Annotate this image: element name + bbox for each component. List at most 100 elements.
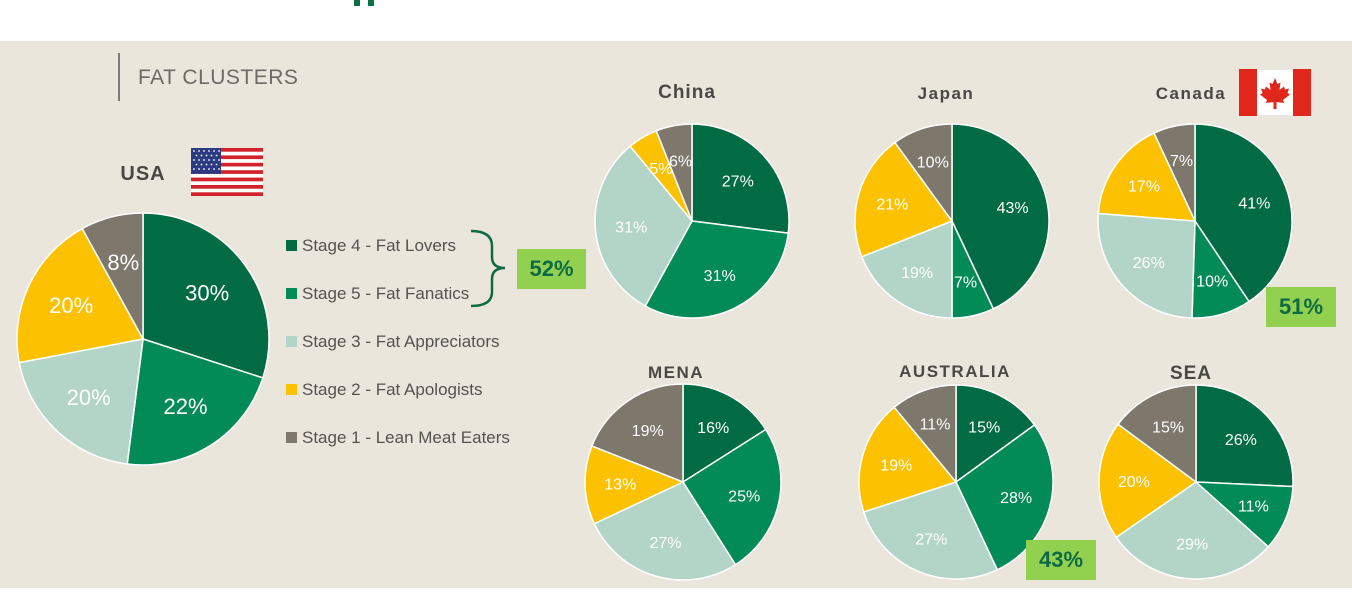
china-pie-chart: 27% 31% 31% 5%6% China <box>594 82 790 319</box>
china-label-stage4: 27% <box>722 173 754 190</box>
china-slice-stage1 <box>655 123 693 222</box>
australia-slice-stage3 <box>862 481 999 580</box>
canada-slice-stage3 <box>1097 212 1196 319</box>
usa-label-stage5: 22% <box>163 394 207 419</box>
canada-label-stage3: 26% <box>1133 255 1165 272</box>
sea-slice-stage3 <box>1115 481 1270 580</box>
legend-item-stage4: Stage 4 - Fat Lovers <box>286 236 456 256</box>
mena-label-stage1: 19% <box>632 423 664 440</box>
china-slice-stage5 <box>644 220 790 319</box>
usa-chart-title: USA <box>120 163 165 185</box>
legend-swatch-stage1 <box>286 432 297 443</box>
australia-chart-title: AUSTRALIA <box>899 362 1011 381</box>
china-label-stage5: 31% <box>704 268 736 285</box>
legend-label-stage1: Stage 1 - Lean Meat Eaters <box>302 428 510 447</box>
mena-slice-stage4 <box>682 383 767 484</box>
australia-slice-stage1 <box>893 384 957 485</box>
canada-total-badge: 51% <box>1266 287 1336 327</box>
japan-slice-stage3 <box>860 219 953 319</box>
usa-slice-stage5 <box>126 338 264 466</box>
usa-total-badge: 52% <box>517 249 586 289</box>
china-label-stage3: 31% <box>615 220 647 237</box>
us-flag-icon <box>191 148 263 196</box>
sea-slice-stage5 <box>1193 481 1294 548</box>
legend-label-stage3: Stage 3 - Fat Appreciators <box>302 332 500 351</box>
japan-slice-stage1 <box>893 123 953 224</box>
sea-chart-title: SEA <box>1170 363 1212 384</box>
japan-chart-title: Japan <box>918 84 975 103</box>
section-title: FAT CLUSTERS <box>138 66 299 89</box>
japan-label-stage1: 10% <box>917 155 949 172</box>
usa-slice-stage3 <box>18 338 144 465</box>
canada-flag-icon <box>1239 69 1311 116</box>
header-band <box>0 0 1352 41</box>
legend-item-stage2: Stage 2 - Fat Apologists <box>286 380 483 400</box>
usa-label-stage3: 20% <box>67 385 111 410</box>
canada-slice-stage1 <box>1153 123 1196 222</box>
australia-label-stage4: 15% <box>968 419 1000 436</box>
legend-label-stage4: Stage 4 - Fat Lovers <box>302 236 457 255</box>
section-divider <box>118 53 120 101</box>
legend-label-stage2: Stage 2 - Fat Apologists <box>302 380 483 399</box>
mena-chart-title: MENA <box>648 363 704 382</box>
usa-slice-stage4 <box>142 212 270 379</box>
australia-slice-stage5 <box>955 423 1054 571</box>
canada-label-stage4: 41% <box>1238 196 1270 213</box>
sea-slice-stage4 <box>1195 384 1294 488</box>
mena-slice-stage5 <box>681 428 782 566</box>
australia-slice-stage4 <box>955 384 1036 484</box>
mena-slice-stage2 <box>584 444 685 525</box>
legend-item-stage5: Stage 5 - Fat Fanatics <box>286 284 469 304</box>
china-chart-title: China <box>658 82 716 103</box>
sea-slice-stage2 <box>1098 423 1198 539</box>
legend-label-stage5: Stage 5 - Fat Fanatics <box>302 284 470 303</box>
japan-label-stage2: 21% <box>876 196 908 213</box>
mena-pie-chart: 16% 25% 27% 13% 19% MENA <box>584 363 782 581</box>
sea-slice-stage1 <box>1117 384 1197 484</box>
china-label-stage1: 6% <box>669 154 692 171</box>
legend-item-stage3: Stage 3 - Fat Appreciators <box>286 332 500 352</box>
sea-label-stage3: 29% <box>1176 537 1208 554</box>
legend-bracket <box>470 229 506 308</box>
australia-label-stage2: 19% <box>880 457 912 474</box>
canada-label-stage1: 7% <box>1170 153 1193 170</box>
australia-slice-stage2 <box>858 406 958 513</box>
japan-label-stage5: 7% <box>954 274 977 291</box>
canada-slice-stage4 <box>1194 123 1293 303</box>
legend-swatch-stage4 <box>286 240 297 251</box>
usa-pie-chart: 30% 22% 20% 20% 8% USA <box>16 163 270 466</box>
legend-swatch-stage2 <box>286 384 297 395</box>
japan-pie-chart: 43% 7% 19% 21% 10% Japan <box>854 84 1050 319</box>
mena-label-stage4: 16% <box>697 420 729 437</box>
mena-label-stage3: 27% <box>649 535 681 552</box>
legend-swatch-stage5 <box>286 288 297 299</box>
legend-swatch-stage3 <box>286 336 297 347</box>
sea-pie-chart: 26% 11% 29% 20% 15% SEA <box>1098 363 1294 580</box>
mena-slice-stage1 <box>590 383 684 484</box>
usa-slice-stage1 <box>81 212 144 340</box>
canada-slice-stage2 <box>1097 132 1197 222</box>
usa-label-stage4: 30% <box>185 280 229 305</box>
mena-label-stage5: 25% <box>728 488 760 505</box>
usa-label-stage2: 20% <box>49 293 93 318</box>
japan-label-stage4: 43% <box>997 200 1029 217</box>
sea-label-stage5: 11% <box>1238 498 1269 515</box>
canada-label-stage5: 10% <box>1196 273 1228 290</box>
australia-pie-chart: 15% 28% 27% 19% 11% AUSTRALIA <box>858 362 1054 580</box>
china-slice-stage4 <box>691 123 790 234</box>
canada-pie-chart: 41% 10% 26% 17% 7% Canada <box>1097 84 1293 319</box>
legend-item-stage1: Stage 1 - Lean Meat Eaters <box>286 428 510 448</box>
japan-label-stage3: 19% <box>901 265 933 282</box>
canada-chart-title: Canada <box>1156 84 1226 103</box>
sea-label-stage1: 15% <box>1152 419 1184 436</box>
usa-label-stage1: 8% <box>107 250 139 275</box>
mena-slice-stage3 <box>593 481 737 581</box>
footer-band <box>0 588 1352 600</box>
canada-label-stage2: 17% <box>1128 178 1160 195</box>
mena-label-stage2: 13% <box>604 477 636 494</box>
japan-slice-stage2 <box>854 141 954 258</box>
sea-label-stage4: 26% <box>1225 432 1257 449</box>
australia-label-stage1: 11% <box>920 416 951 433</box>
title-fragment-decoration <box>354 0 380 6</box>
